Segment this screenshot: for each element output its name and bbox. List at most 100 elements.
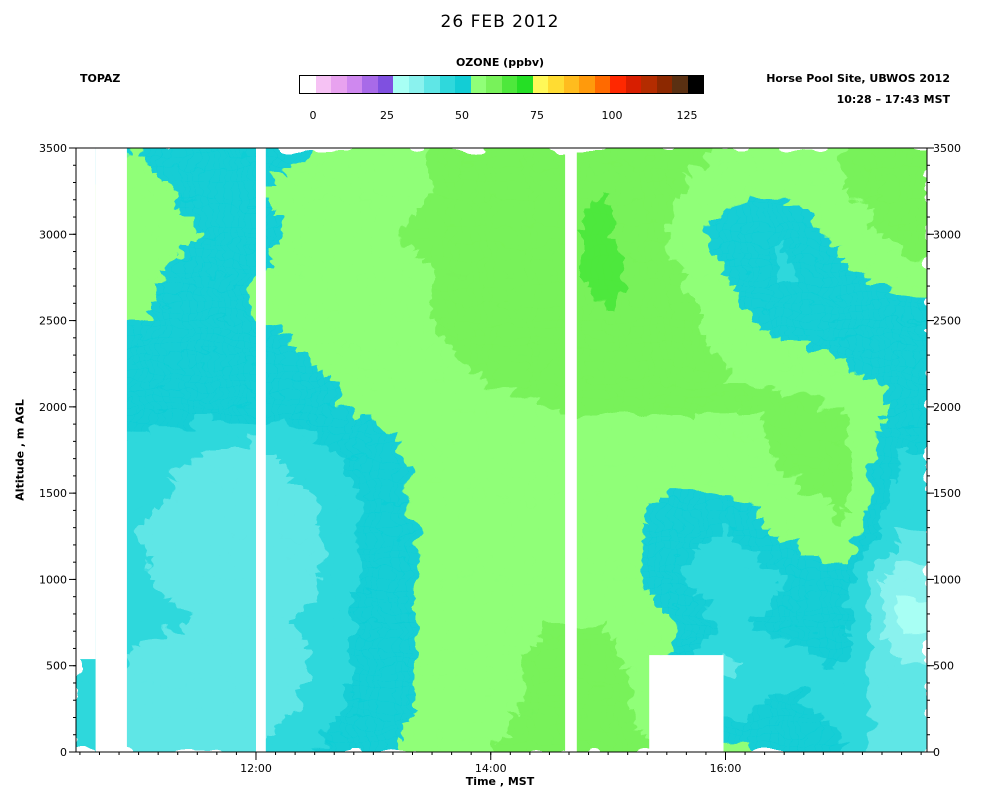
heat-cell	[444, 484, 453, 494]
heat-cell	[820, 492, 829, 503]
heat-cell	[614, 182, 623, 192]
heat-cell	[543, 294, 552, 304]
heat-cell	[359, 492, 368, 503]
heat-cell	[316, 285, 325, 296]
heat-cell	[465, 371, 474, 382]
heat-cell	[628, 354, 637, 365]
heat-cell	[125, 242, 134, 253]
heat-cell	[692, 216, 701, 227]
heat-cell	[543, 285, 552, 296]
heat-cell	[167, 148, 176, 158]
heat-cell	[330, 173, 339, 184]
heat-cell	[139, 449, 148, 460]
heat-cell	[756, 354, 765, 365]
heat-cell	[784, 164, 793, 175]
heat-cell	[437, 233, 446, 244]
heat-cell	[862, 173, 871, 184]
heat-cell	[188, 501, 198, 511]
heat-cell	[657, 164, 666, 175]
heat-cell	[834, 389, 843, 399]
heat-cell	[415, 354, 424, 365]
heat-cell	[309, 207, 318, 218]
heat-cell	[784, 484, 793, 494]
heat-cell	[784, 380, 793, 391]
heat-cell	[614, 225, 623, 235]
heat-cell	[664, 466, 673, 477]
heat-cell	[855, 328, 864, 339]
heat-cell	[891, 190, 900, 201]
heat-cell	[366, 251, 375, 261]
heat-cell	[876, 432, 885, 442]
heat-cell	[373, 182, 382, 192]
heat-cell	[621, 484, 630, 494]
heat-cell	[657, 276, 666, 287]
heat-cell	[238, 251, 247, 261]
heat-cell	[742, 389, 751, 399]
heat-cell	[323, 294, 332, 304]
heat-cell	[125, 259, 134, 270]
heat-cell	[855, 440, 864, 451]
heat-cell	[742, 337, 751, 347]
heat-cell	[188, 311, 198, 322]
heat-cell	[919, 251, 927, 261]
heat-cell	[628, 311, 637, 322]
heat-cell	[132, 363, 141, 373]
heat-cell	[600, 389, 609, 399]
heat-cell	[323, 259, 332, 270]
heat-cell	[309, 328, 318, 339]
heat-cell	[557, 423, 566, 434]
heat-cell	[621, 199, 630, 209]
heat-cell	[891, 380, 900, 391]
heat-cell	[217, 380, 226, 391]
heat-cell	[472, 294, 481, 304]
heat-cell	[125, 302, 134, 313]
heat-cell	[486, 440, 495, 451]
heat-cell	[352, 397, 361, 408]
heat-cell	[649, 207, 659, 218]
heat-cell	[479, 173, 488, 184]
heat-cell	[735, 164, 744, 175]
heat-cell	[394, 302, 403, 313]
heat-cell	[422, 233, 432, 244]
heat-cell	[664, 389, 673, 399]
heat-cell	[763, 354, 772, 365]
heat-cell	[401, 259, 410, 270]
heat-cell	[188, 354, 198, 365]
heat-cell	[883, 311, 893, 322]
heat-cell	[593, 148, 602, 158]
heat-cell	[139, 276, 148, 287]
heat-cell	[529, 173, 538, 184]
heat-cell	[415, 294, 424, 304]
heat-cell	[805, 190, 815, 201]
heat-cell	[678, 276, 687, 287]
heat-cell	[557, 397, 566, 408]
heat-cell	[196, 484, 205, 494]
heat-cell	[217, 164, 226, 175]
heat-cell	[742, 285, 751, 296]
heat-cell	[309, 285, 318, 296]
heat-cell	[196, 449, 205, 460]
heat-cell	[727, 173, 737, 184]
heat-cell	[316, 354, 325, 365]
heat-cell	[777, 363, 786, 373]
heat-cell	[401, 397, 410, 408]
heat-cell	[586, 207, 595, 218]
heat-cell	[316, 182, 325, 192]
heat-cell	[735, 406, 744, 416]
heat-cell	[749, 449, 758, 460]
heat-cell	[671, 371, 680, 382]
heat-cell	[302, 492, 311, 503]
heat-cell	[174, 190, 183, 201]
heat-cell	[841, 242, 850, 253]
heat-cell	[323, 156, 332, 166]
colorbar-swatch	[331, 76, 347, 93]
heat-cell	[501, 492, 510, 503]
heat-cell	[869, 320, 878, 330]
heat-cell	[742, 294, 751, 304]
heat-cell	[763, 173, 772, 184]
heat-cell	[181, 484, 190, 494]
heat-cell	[883, 414, 893, 425]
heat-cell	[883, 233, 893, 244]
heat-cell	[798, 484, 807, 494]
heat-cell	[323, 501, 332, 511]
